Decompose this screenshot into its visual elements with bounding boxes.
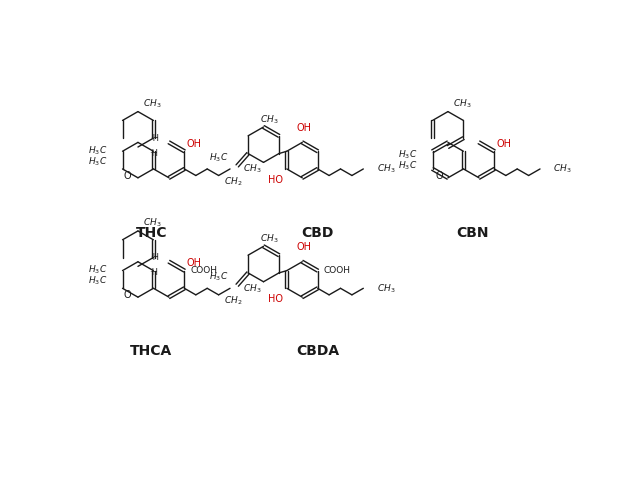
- Text: OH: OH: [187, 258, 202, 268]
- Text: ·H: ·H: [151, 253, 159, 262]
- Text: ·H: ·H: [149, 148, 157, 158]
- Text: $H_3C$: $H_3C$: [88, 156, 107, 168]
- Text: OH: OH: [497, 139, 511, 149]
- Text: $CH_3$: $CH_3$: [260, 232, 278, 245]
- Text: $H_3C$: $H_3C$: [88, 264, 107, 276]
- Text: $H_3C$: $H_3C$: [88, 274, 107, 287]
- Text: $CH_3$: $CH_3$: [453, 98, 471, 110]
- Text: HO: HO: [268, 175, 283, 185]
- Text: O: O: [123, 290, 131, 300]
- Text: $CH_3$: $CH_3$: [260, 113, 278, 126]
- Text: $CH_3$: $CH_3$: [553, 162, 572, 175]
- Text: $CH_3$: $CH_3$: [243, 162, 262, 175]
- Text: CBDA: CBDA: [296, 344, 339, 358]
- Text: $CH_3$: $CH_3$: [376, 162, 395, 175]
- Text: COOH: COOH: [191, 266, 218, 275]
- Text: $CH_3$: $CH_3$: [376, 282, 395, 294]
- Text: ·H: ·H: [151, 134, 159, 142]
- Text: HO: HO: [268, 294, 283, 304]
- Text: $CH_2$: $CH_2$: [224, 175, 242, 188]
- Text: THC: THC: [135, 226, 167, 240]
- Text: O: O: [123, 171, 131, 181]
- Text: OH: OH: [296, 242, 311, 252]
- Text: ·H: ·H: [149, 268, 157, 277]
- Text: CBN: CBN: [456, 226, 489, 240]
- Text: OH: OH: [296, 123, 311, 133]
- Text: COOH: COOH: [324, 266, 351, 275]
- Text: CBD: CBD: [301, 226, 334, 240]
- Text: $CH_3$: $CH_3$: [243, 282, 262, 294]
- Text: $H_3C$: $H_3C$: [398, 148, 417, 161]
- Text: $CH_3$: $CH_3$: [143, 217, 161, 230]
- Text: $H_3C$: $H_3C$: [88, 144, 107, 157]
- Text: THCA: THCA: [130, 344, 172, 358]
- Text: $CH_3$: $CH_3$: [143, 98, 161, 110]
- Text: $H_3C$: $H_3C$: [210, 270, 229, 283]
- Text: $CH_2$: $CH_2$: [224, 294, 242, 307]
- Text: $H_3C$: $H_3C$: [210, 151, 229, 164]
- Text: OH: OH: [187, 139, 202, 149]
- Text: O: O: [435, 171, 443, 181]
- Text: $H_3C$: $H_3C$: [398, 159, 417, 172]
